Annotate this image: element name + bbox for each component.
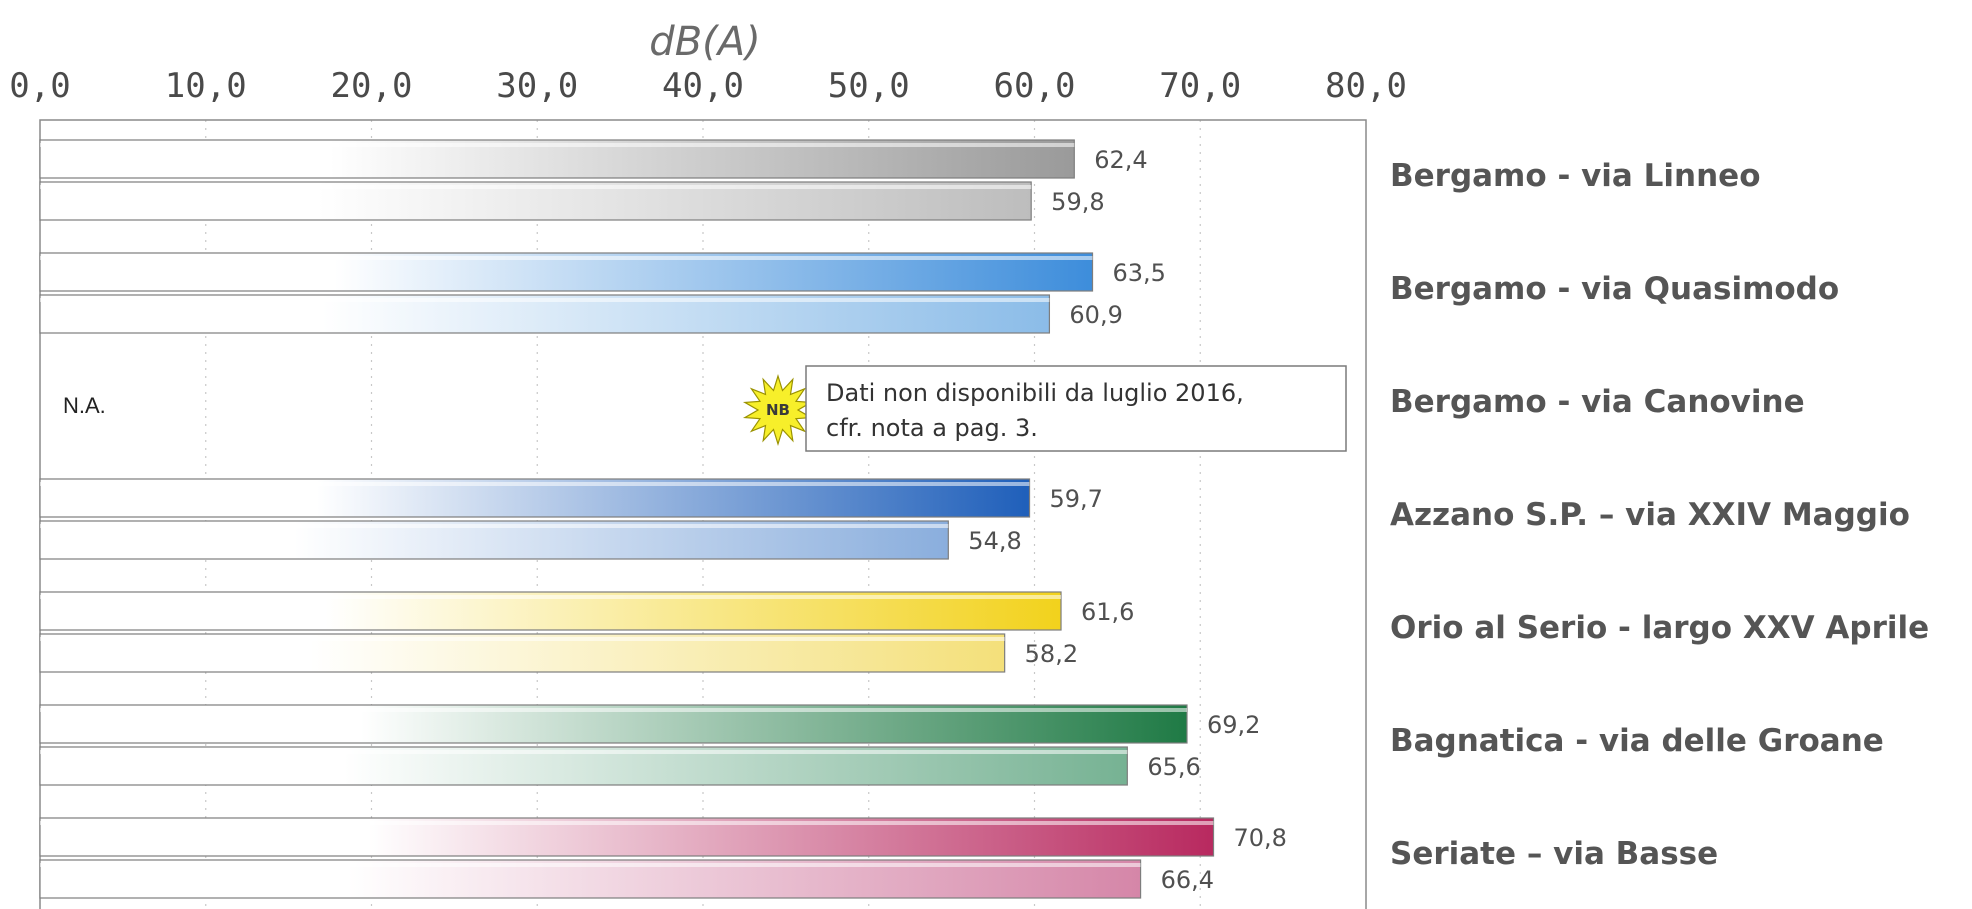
category-label: Orio al Serio - largo XXV Aprile bbox=[1390, 610, 1929, 646]
bar-highlight bbox=[40, 185, 1032, 189]
value-label: 70,8 bbox=[1234, 824, 1287, 852]
x-tick-label: 20,0 bbox=[331, 66, 413, 106]
value-label: 66,4 bbox=[1161, 866, 1214, 894]
bar-highlight bbox=[40, 143, 1075, 147]
category-label: Seriate – via Basse bbox=[1390, 836, 1718, 872]
value-label: 54,8 bbox=[968, 527, 1021, 555]
annotation-line-1: Dati non disponibili da luglio 2016, bbox=[826, 379, 1244, 407]
x-tick-label: 0,0 bbox=[9, 66, 70, 106]
x-tick-label: 10,0 bbox=[165, 66, 247, 106]
bar-highlight bbox=[40, 637, 1005, 641]
value-label: 61,6 bbox=[1081, 598, 1134, 626]
category-label: Bergamo - via Linneo bbox=[1390, 158, 1761, 194]
bar-highlight bbox=[40, 482, 1030, 486]
x-tick-label: 70,0 bbox=[1159, 66, 1241, 106]
value-label: 63,5 bbox=[1113, 259, 1166, 287]
bar-highlight bbox=[40, 821, 1214, 825]
bar-highlight bbox=[40, 708, 1187, 712]
x-tick-label: 60,0 bbox=[994, 66, 1076, 106]
nb-badge-text: NB bbox=[766, 401, 790, 419]
category-label: Bergamo - via Canovine bbox=[1390, 384, 1805, 420]
value-label: 69,2 bbox=[1207, 711, 1260, 739]
value-label: 65,6 bbox=[1147, 753, 1200, 781]
annotation: NB Dati non disponibili da luglio 2016, … bbox=[742, 365, 1347, 452]
value-label: 60,9 bbox=[1069, 301, 1122, 329]
x-tick-labels: 0,0 10,0 20,0 30,0 40,0 50,0 60,0 70,0 80,0 bbox=[9, 66, 1407, 106]
annotation-box bbox=[805, 365, 1347, 452]
annotation-line-2: cfr. nota a pag. 3. bbox=[826, 414, 1038, 442]
value-label: 62,4 bbox=[1094, 146, 1147, 174]
value-label: 58,2 bbox=[1025, 640, 1078, 668]
x-tick-label: 30,0 bbox=[496, 66, 578, 106]
bar-highlight bbox=[40, 524, 949, 528]
x-tick-label: 50,0 bbox=[828, 66, 910, 106]
value-label: 59,7 bbox=[1050, 485, 1103, 513]
category-labels: Bergamo - via Linneo Bergamo - via Quasim… bbox=[1390, 158, 1929, 872]
x-tick-label: 40,0 bbox=[662, 66, 744, 106]
unit-label: dB(A) bbox=[649, 19, 760, 65]
bar-highlight bbox=[40, 256, 1093, 260]
nb-starburst-icon bbox=[742, 373, 814, 447]
value-labels: 62,4 59,8 63,5 60,9 59,7 54,8 61,658,2 69,265,6… bbox=[968, 146, 1287, 894]
bars bbox=[39, 139, 1215, 899]
x-tick-label: 80,0 bbox=[1325, 66, 1407, 106]
value-label: 59,8 bbox=[1051, 188, 1104, 216]
not-available-label: N.A. bbox=[63, 393, 106, 418]
category-label: Bergamo - via Quasimodo bbox=[1390, 271, 1839, 307]
category-label: Bagnatica - via delle Groane bbox=[1390, 723, 1884, 759]
bar-highlight bbox=[40, 863, 1141, 867]
bar-highlight bbox=[40, 298, 1050, 302]
bar-highlight bbox=[40, 595, 1062, 599]
bar-highlight bbox=[40, 750, 1128, 754]
category-label: Azzano S.P. – via XXIV Maggio bbox=[1390, 497, 1910, 533]
plot-frame bbox=[39, 119, 1367, 909]
